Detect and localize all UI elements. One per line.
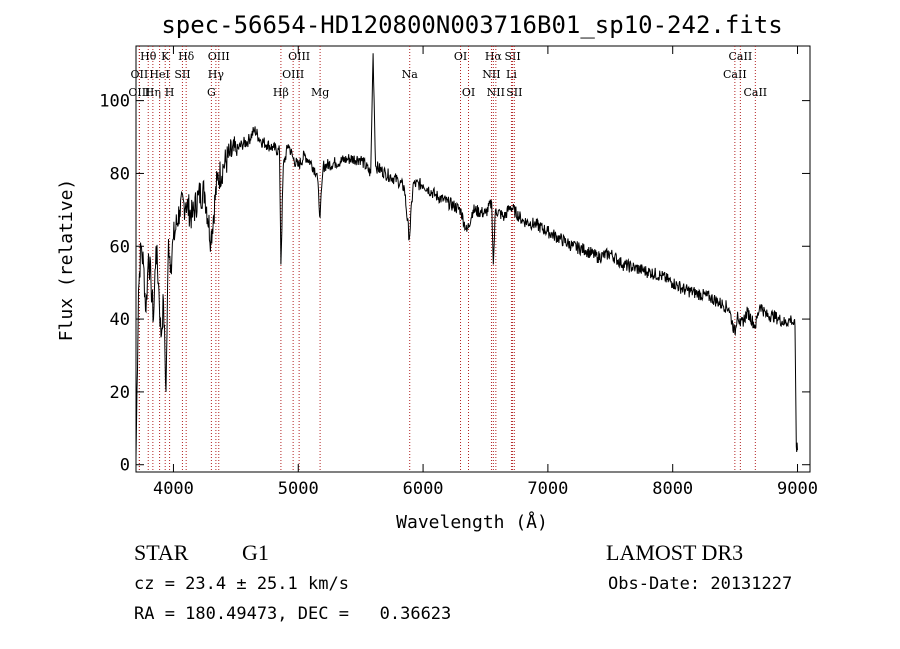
y-tick-label: 20 — [110, 383, 130, 403]
line-marker-label: Hη — [145, 86, 161, 99]
x-tick-label: 8000 — [652, 479, 693, 499]
line-marker-label: OI — [454, 50, 467, 63]
chart-title: spec-56654-HD120800N003716B01_sp10-242.f… — [161, 11, 782, 39]
x-axis-label: Wavelength (Å) — [396, 511, 548, 533]
line-markers: HθOIIOIIIHηHeIKHSIIHδGHγOIIIHβOIIIOIIIMg… — [128, 46, 767, 472]
line-marker-label: Hγ — [208, 68, 225, 81]
line-marker-label: HeI — [149, 68, 169, 81]
subclass: G1 — [242, 540, 269, 565]
line-marker-label: Na — [402, 68, 419, 81]
y-tick-label: 0 — [120, 456, 130, 476]
x-tick-label: 6000 — [403, 479, 444, 499]
x-tick-label: 4000 — [153, 479, 194, 499]
line-marker-label: Li — [506, 68, 517, 81]
line-marker-label: OIII — [208, 50, 230, 63]
line-marker-label: OIII — [128, 86, 150, 99]
line-marker-label: NII — [487, 86, 505, 99]
y-tick-label: 100 — [99, 92, 130, 112]
line-marker-label: OI — [462, 86, 475, 99]
x-tick-label: 5000 — [278, 479, 319, 499]
line-marker-label: Hβ — [273, 86, 289, 99]
y-tick-label: 40 — [110, 310, 130, 330]
y-tick-label: 80 — [110, 164, 130, 184]
coordinates: RA = 180.49473, DEC = 0.36623 — [134, 604, 452, 624]
line-marker-label: SII — [504, 50, 520, 63]
object-type: STAR — [134, 540, 189, 565]
plot-frame — [135, 45, 811, 473]
line-marker-label: SII — [174, 68, 190, 81]
x-tick-label: 7000 — [527, 479, 568, 499]
obs-date: Obs-Date: 20131227 — [608, 574, 793, 594]
line-marker-label: OIII — [282, 68, 304, 81]
spectrum-line — [135, 53, 798, 458]
line-marker-label: Mg — [311, 86, 329, 99]
line-marker-label: OII — [131, 68, 149, 81]
x-tick-label: 9000 — [777, 479, 818, 499]
line-marker-label: OIII — [288, 50, 310, 63]
line-marker-label: CaII — [723, 68, 747, 81]
survey-name: LAMOST DR3 — [606, 540, 744, 565]
line-marker-label: Hδ — [178, 50, 195, 63]
line-marker-label: SII — [506, 86, 522, 99]
axis-ticks: 4000 5000 6000 7000 8000 9000 0 20 40 60 80 100 — [99, 46, 818, 499]
line-marker-label: NII — [482, 68, 500, 81]
line-marker-label: CaII — [743, 86, 767, 99]
y-axis-label: Flux (relative) — [56, 179, 77, 342]
line-marker-label: K — [161, 50, 170, 63]
line-marker-label: Hα — [485, 50, 503, 63]
line-marker-label: Hθ — [140, 50, 157, 63]
spectrum-chart: spec-56654-HD120800N003716B01_sp10-242.f… — [56, 11, 818, 533]
line-marker-label: CaII — [729, 50, 753, 63]
line-marker-label: H — [165, 86, 175, 99]
line-marker-label: G — [207, 86, 216, 99]
y-tick-label: 60 — [110, 237, 130, 257]
redshift-cz: cz = 23.4 ± 25.1 km/s — [134, 574, 349, 594]
